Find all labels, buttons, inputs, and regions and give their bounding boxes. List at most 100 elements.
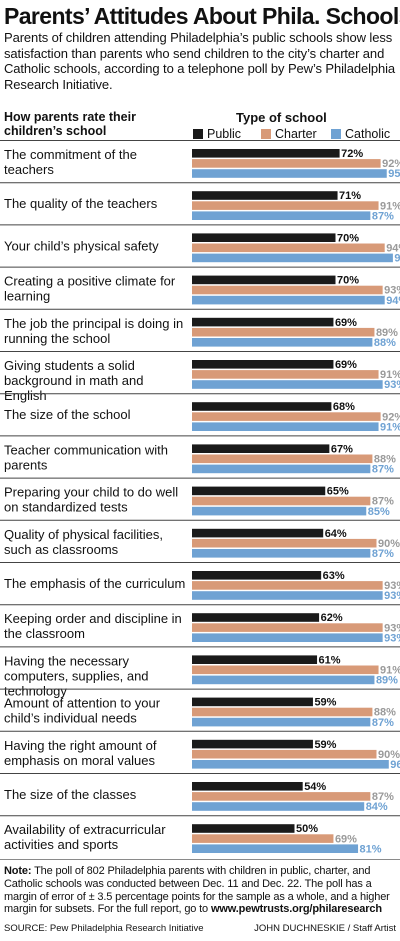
category-row: Keeping order and discipline in the class…	[0, 604, 400, 644]
bar-public	[192, 528, 324, 538]
bar-charter	[192, 454, 373, 464]
data-label-catholic: 93%	[384, 379, 400, 391]
data-label-charter: 92%	[382, 158, 400, 170]
data-label-charter: 69%	[335, 833, 357, 845]
bar-public	[192, 824, 295, 833]
data-label-public: 67%	[331, 443, 353, 455]
category-label: Preparing your child to do well on standa…	[4, 485, 178, 515]
data-label-public: 70%	[337, 232, 359, 244]
chart-subtitle: Parents of children attending Philadelph…	[4, 30, 396, 92]
data-label-charter: 88%	[374, 454, 396, 466]
bar-charter	[192, 665, 379, 675]
data-label-catholic: 85%	[368, 506, 390, 518]
category-label: The job the principal is doing in running…	[4, 316, 183, 346]
data-label-public: 64%	[325, 528, 347, 540]
bar-public	[192, 739, 313, 749]
bar-chart: The commitment of theteachers72%92%95%Th…	[0, 140, 400, 860]
note-link[interactable]: www.pewtrusts.org/philaresearch	[210, 903, 382, 916]
chart-title: Parents’ Attitudes About Phila. Schools	[4, 3, 400, 29]
category-row: The quality of the teachers 71% 91%87%	[0, 182, 400, 222]
data-label-catholic: 93%	[384, 632, 400, 644]
bar-public	[192, 613, 320, 622]
legend-title: Type of school	[236, 110, 327, 125]
bar-charter	[192, 201, 379, 210]
data-label-charter: 90%	[378, 538, 400, 550]
bar-charter	[192, 792, 371, 801]
note-label: Note:	[4, 865, 32, 877]
data-label-charter: 94%	[386, 243, 400, 255]
category-row: Giving students a solid background in mat…	[0, 351, 400, 403]
data-label-catholic: 91%	[380, 421, 400, 433]
category-label: Availability of extracurricular activitie…	[4, 822, 166, 852]
data-label-catholic: 88%	[374, 337, 396, 349]
bar-public	[192, 571, 322, 580]
bar-catholic	[192, 380, 383, 389]
bar-public	[192, 697, 313, 707]
bar-charter	[192, 412, 381, 421]
data-label-catholic: 81%	[360, 843, 382, 855]
category-label: The size of the school	[4, 407, 131, 422]
bar-public	[192, 402, 332, 411]
data-label-public: 69%	[335, 317, 357, 329]
bar-charter	[192, 581, 383, 590]
data-label-catholic: 87%	[372, 548, 394, 560]
data-label-charter: 91%	[380, 369, 400, 381]
data-label-catholic: 96%	[390, 759, 400, 771]
bar-catholic	[192, 338, 373, 347]
legend-item-charter: Charter	[261, 127, 317, 141]
legend-item-public: Public	[193, 127, 241, 141]
category-label: Creating a positive climate for learning	[4, 274, 176, 304]
category-label: Amount of attention to your child’s indiv…	[4, 696, 161, 726]
data-label-public: 70%	[337, 275, 359, 287]
bar-catholic	[192, 295, 385, 305]
data-label-catholic: 87%	[372, 717, 394, 729]
bar-catholic	[192, 549, 371, 558]
category-label: The commitment of the teachers	[4, 147, 137, 177]
data-label-charter: 91%	[380, 665, 400, 677]
bar-catholic	[192, 422, 379, 431]
bar-catholic	[192, 211, 371, 220]
data-label-public: 69%	[335, 359, 357, 371]
artist-credit: JOHN DUCHNESKIE / Staff Artist	[254, 923, 396, 934]
source-line: SOURCE: Pew Philadelphia Research Initia…	[4, 923, 204, 934]
legend-swatch-catholic	[331, 129, 341, 139]
legend-swatch-public	[193, 129, 203, 139]
chart-note: Note: The poll of 802 Philadelphia paren…	[4, 865, 398, 916]
category-row: The emphasis of the curriculum 63% 93%93%	[0, 562, 400, 602]
category-row: Having the right amount of emphasis on mo…	[0, 730, 400, 771]
category-label: Giving students a solid background in mat…	[4, 358, 143, 403]
data-label-public: 63%	[323, 570, 345, 582]
bar-charter	[192, 496, 371, 506]
bar-catholic	[192, 464, 371, 474]
data-label-catholic: 87%	[372, 464, 394, 476]
category-row: Creating a positive climate for learning 7…	[0, 266, 400, 307]
category-label: The emphasis of the curriculum	[4, 576, 185, 591]
column-header: How parents rate their children’s school	[4, 110, 136, 138]
category-row: Quality of physical facilities, such as c…	[0, 519, 400, 560]
bar-public	[192, 191, 338, 200]
data-label-charter: 93%	[384, 622, 400, 634]
data-label-charter: 87%	[372, 791, 394, 803]
data-label-charter: 90%	[378, 749, 400, 761]
category-row: The size of the school 68% 92%91%	[0, 393, 400, 433]
bar-charter	[192, 749, 377, 759]
legend-label-catholic: Catholic	[345, 127, 391, 141]
data-label-public: 59%	[314, 697, 336, 709]
data-label-public: 68%	[333, 401, 355, 413]
data-label-public: 50%	[296, 823, 318, 835]
category-row: Availability of extracurricular activitie…	[0, 815, 400, 855]
data-label-catholic: 94%	[386, 295, 400, 307]
bar-charter	[192, 707, 373, 717]
category-label: Your child’s physical safety	[4, 238, 159, 253]
bar-public	[192, 444, 330, 453]
data-label-charter: 93%	[384, 285, 400, 297]
bar-public	[192, 233, 336, 242]
data-label-catholic: 84%	[366, 801, 388, 813]
bar-catholic	[192, 633, 383, 642]
bar-charter	[192, 159, 381, 168]
data-label-public: 62%	[321, 612, 343, 624]
bar-public	[192, 655, 318, 664]
legend-label-public: Public	[207, 127, 242, 141]
bar-catholic	[192, 802, 365, 811]
